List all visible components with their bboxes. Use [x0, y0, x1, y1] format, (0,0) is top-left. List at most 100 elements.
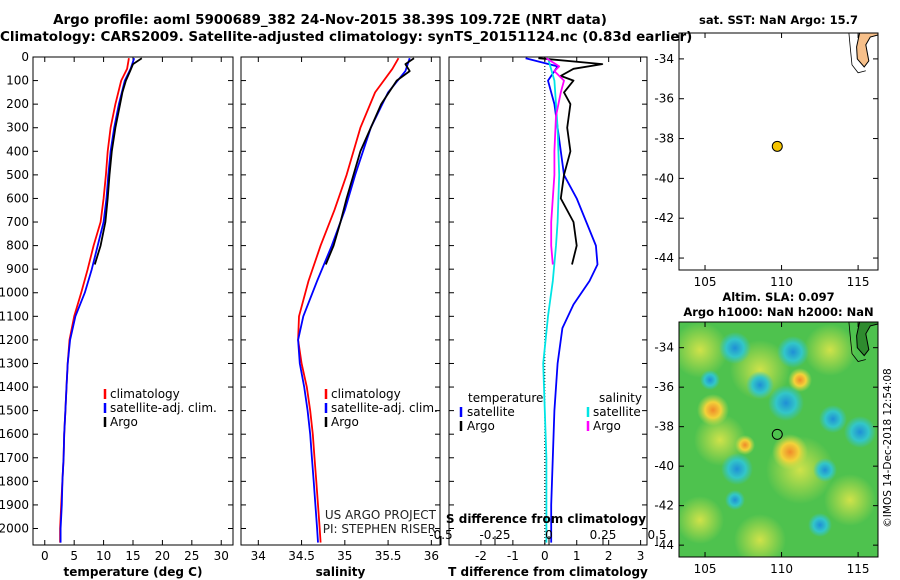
- sla-map-title-line2: Argo h1000: NaN h2000: NaN: [683, 305, 873, 319]
- xtick-label: 30: [214, 549, 229, 563]
- copyright-note: ©IMOS 14-Dec-2018 12:54:08: [882, 368, 894, 527]
- xtick-label: 10: [96, 549, 111, 563]
- xtick-label: 34.5: [288, 549, 315, 563]
- xtick-label: 25: [184, 549, 199, 563]
- ytick-label: 800: [6, 239, 29, 253]
- map-frame: [678, 32, 879, 271]
- legend-label: satellite: [467, 405, 515, 419]
- legend-label: Argo: [110, 415, 138, 429]
- map-xtick-label: 115: [847, 275, 870, 289]
- secondary-tick-label: -0.5: [429, 528, 452, 542]
- sla-anomaly-blob: [721, 453, 753, 485]
- sla-anomaly-blob: [700, 370, 720, 390]
- legend-title-salinity: salinity: [599, 391, 642, 405]
- sla-anomaly-blob: [768, 385, 804, 421]
- sla-anomaly-blob: [788, 368, 812, 392]
- float-position-marker: [771, 140, 783, 152]
- xtick-label: 0: [541, 549, 549, 563]
- ytick-label: 500: [6, 168, 29, 182]
- map-ytick-label: -40: [654, 459, 674, 473]
- ytick-label: 700: [6, 215, 29, 229]
- sla-anomaly-blob: [844, 416, 876, 448]
- x-axis-label: temperature (deg C): [64, 565, 203, 579]
- map-xtick-label: 115: [847, 562, 870, 576]
- ytick-label: 1000: [0, 286, 29, 300]
- xtick-label: 35: [337, 549, 352, 563]
- sla-anomaly-blob: [813, 458, 837, 482]
- series-line-temperature-satellite: [525, 57, 599, 543]
- legend-label: Argo: [331, 415, 359, 429]
- map-xtick-label: 105: [694, 275, 717, 289]
- series-line-temperature-argo: [538, 57, 604, 265]
- map-ytick-label: -44: [654, 538, 674, 552]
- ytick-label: 600: [6, 191, 29, 205]
- secondary-tick-label: 0: [545, 528, 553, 542]
- ytick-label: 1500: [0, 404, 29, 418]
- xtick-label: 2: [605, 549, 613, 563]
- x-axis-label: salinity: [316, 565, 366, 579]
- map-ytick-label: -36: [654, 380, 674, 394]
- sla-anomaly-blob: [772, 434, 808, 470]
- map-ytick-label: -38: [654, 132, 674, 146]
- figure-title-line2: Climatology: CARS2009. Satellite-adjuste…: [0, 29, 693, 45]
- land-polygon: [856, 33, 878, 68]
- sla-anomaly-blob: [734, 514, 786, 557]
- ytick-label: 2000: [0, 521, 29, 535]
- ytick-label: 1900: [0, 498, 29, 512]
- sla-anomaly-blob: [719, 332, 751, 364]
- land-polygon: [856, 322, 878, 357]
- legend-label: satellite-adj. clim.: [110, 401, 217, 415]
- series-line-satellite-adj-clim-: [59, 57, 136, 543]
- xtick-label: -1: [507, 549, 519, 563]
- series-line-salinity-argo: [545, 57, 565, 265]
- xtick-label: 34: [251, 549, 266, 563]
- ytick-label: 1400: [0, 380, 29, 394]
- xtick-label: 5: [70, 549, 78, 563]
- map-ytick-label: -34: [654, 52, 674, 66]
- sla-anomaly-blob: [804, 324, 856, 376]
- xtick-label: 1: [573, 549, 581, 563]
- isobath-line: [848, 322, 866, 362]
- series-line-argo: [324, 57, 415, 265]
- legend-label: Argo: [593, 419, 621, 433]
- legend-label: Argo: [467, 419, 495, 433]
- credit-line: US ARGO PROJECT: [325, 508, 437, 522]
- xtick-label: 36: [424, 549, 439, 563]
- series-line-argo: [93, 57, 143, 265]
- isobath-line: [848, 33, 866, 74]
- ytick-label: 100: [6, 74, 29, 88]
- map-ytick-label: -34: [654, 341, 674, 355]
- secondary-tick-label: 0.25: [590, 528, 617, 542]
- sla-heatmap: [679, 322, 878, 557]
- xtick-label: 35.5: [375, 549, 402, 563]
- ytick-label: 1600: [0, 427, 29, 441]
- legend-label: climatology: [110, 387, 180, 401]
- sla-anomaly-blob: [735, 435, 755, 455]
- map-xtick-label: 110: [770, 275, 793, 289]
- x-axis-label: T difference from climatology: [448, 565, 648, 579]
- ytick-label: 1800: [0, 474, 29, 488]
- ytick-label: 1200: [0, 333, 29, 347]
- secondary-tick-label: 0.5: [647, 528, 666, 542]
- map-ytick-label: -42: [654, 499, 674, 513]
- legend-label: satellite-adj. clim.: [331, 401, 438, 415]
- xtick-label: 3: [637, 549, 645, 563]
- sla-anomaly-blob: [697, 394, 729, 426]
- map-ytick-label: -36: [654, 92, 674, 106]
- sla-anomaly-blob: [725, 490, 745, 510]
- credit-line: PI: STEPHEN RISER: [323, 522, 436, 536]
- map-xtick-label: 110: [770, 562, 793, 576]
- sla-anomaly-blob: [808, 513, 832, 537]
- ytick-label: 400: [6, 144, 29, 158]
- series-line-salinity-satellite: [542, 57, 561, 543]
- panel-frame-difference: [448, 56, 648, 546]
- map-ytick-label: -38: [654, 420, 674, 434]
- map-ytick-label: -40: [654, 171, 674, 185]
- map-xtick-label: 105: [694, 562, 717, 576]
- sla-anomaly-blob: [824, 474, 876, 526]
- xtick-label: 0: [41, 549, 49, 563]
- figure-title-line1: Argo profile: aoml 5900689_382 24-Nov-20…: [53, 12, 607, 28]
- panel-frame-temperature: [32, 56, 234, 546]
